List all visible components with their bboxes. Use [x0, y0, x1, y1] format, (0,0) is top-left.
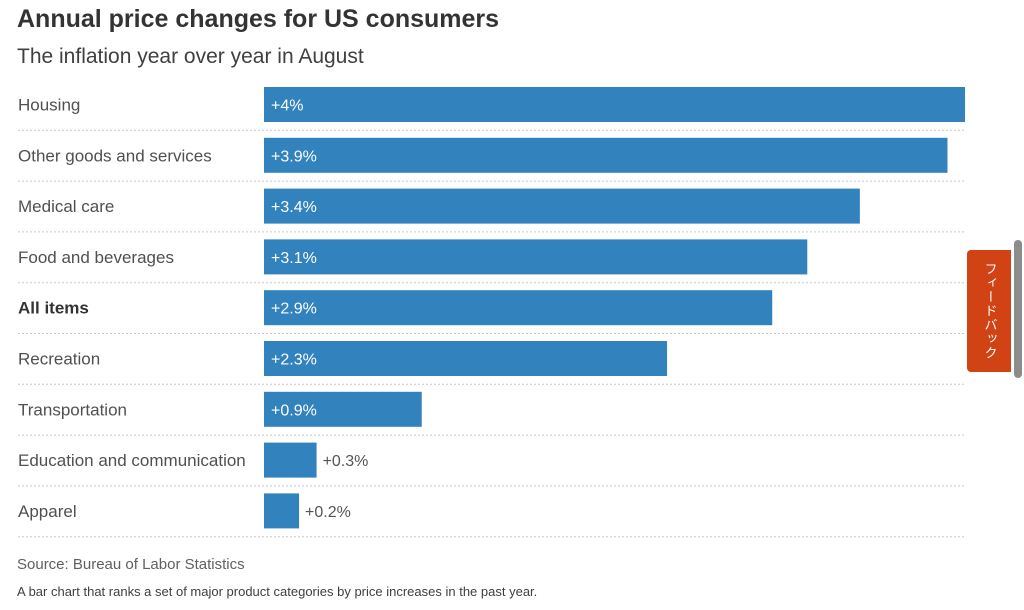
value-label: +0.3%	[323, 453, 369, 470]
value-label: +3.9%	[271, 148, 317, 165]
value-label: +3.1%	[271, 250, 317, 267]
chart-description: A bar chart that ranks a set of major pr…	[17, 584, 538, 599]
bar	[264, 87, 965, 122]
category-label: Transportation	[18, 400, 127, 419]
category-label: All items	[18, 299, 89, 318]
value-label: +4%	[271, 98, 303, 115]
source-note: Source: Bureau of Labor Statistics	[17, 556, 245, 573]
scrollbar-thumb[interactable]	[1014, 240, 1022, 378]
category-label: Medical care	[18, 197, 114, 216]
bar	[264, 290, 773, 326]
feedback-button[interactable]: フィードバック	[967, 250, 1011, 372]
category-label: Recreation	[18, 350, 100, 369]
category-label: Other goods and services	[18, 146, 212, 165]
bar	[264, 137, 948, 173]
bar	[264, 391, 422, 427]
value-label: +0.9%	[271, 402, 317, 419]
bar	[264, 239, 808, 275]
bar	[264, 188, 860, 224]
value-label: +2.3%	[271, 352, 317, 369]
bar-chart: Housing +4% Other goods and services +3.9% M…	[18, 87, 966, 538]
value-label: +3.4%	[271, 199, 317, 216]
value-label: +0.2%	[305, 504, 351, 521]
category-label: Education and communication	[18, 451, 246, 470]
category-label: Housing	[18, 96, 80, 115]
chart-title: Annual price changes for US consumers	[17, 5, 500, 33]
bar	[264, 493, 300, 529]
value-label: +2.9%	[271, 301, 317, 318]
bar	[264, 341, 668, 376]
chart-subtitle: The inflation year over year in August	[17, 45, 364, 68]
category-label: Apparel	[18, 502, 77, 521]
bar	[264, 442, 317, 478]
category-label: Food and beverages	[18, 248, 174, 267]
